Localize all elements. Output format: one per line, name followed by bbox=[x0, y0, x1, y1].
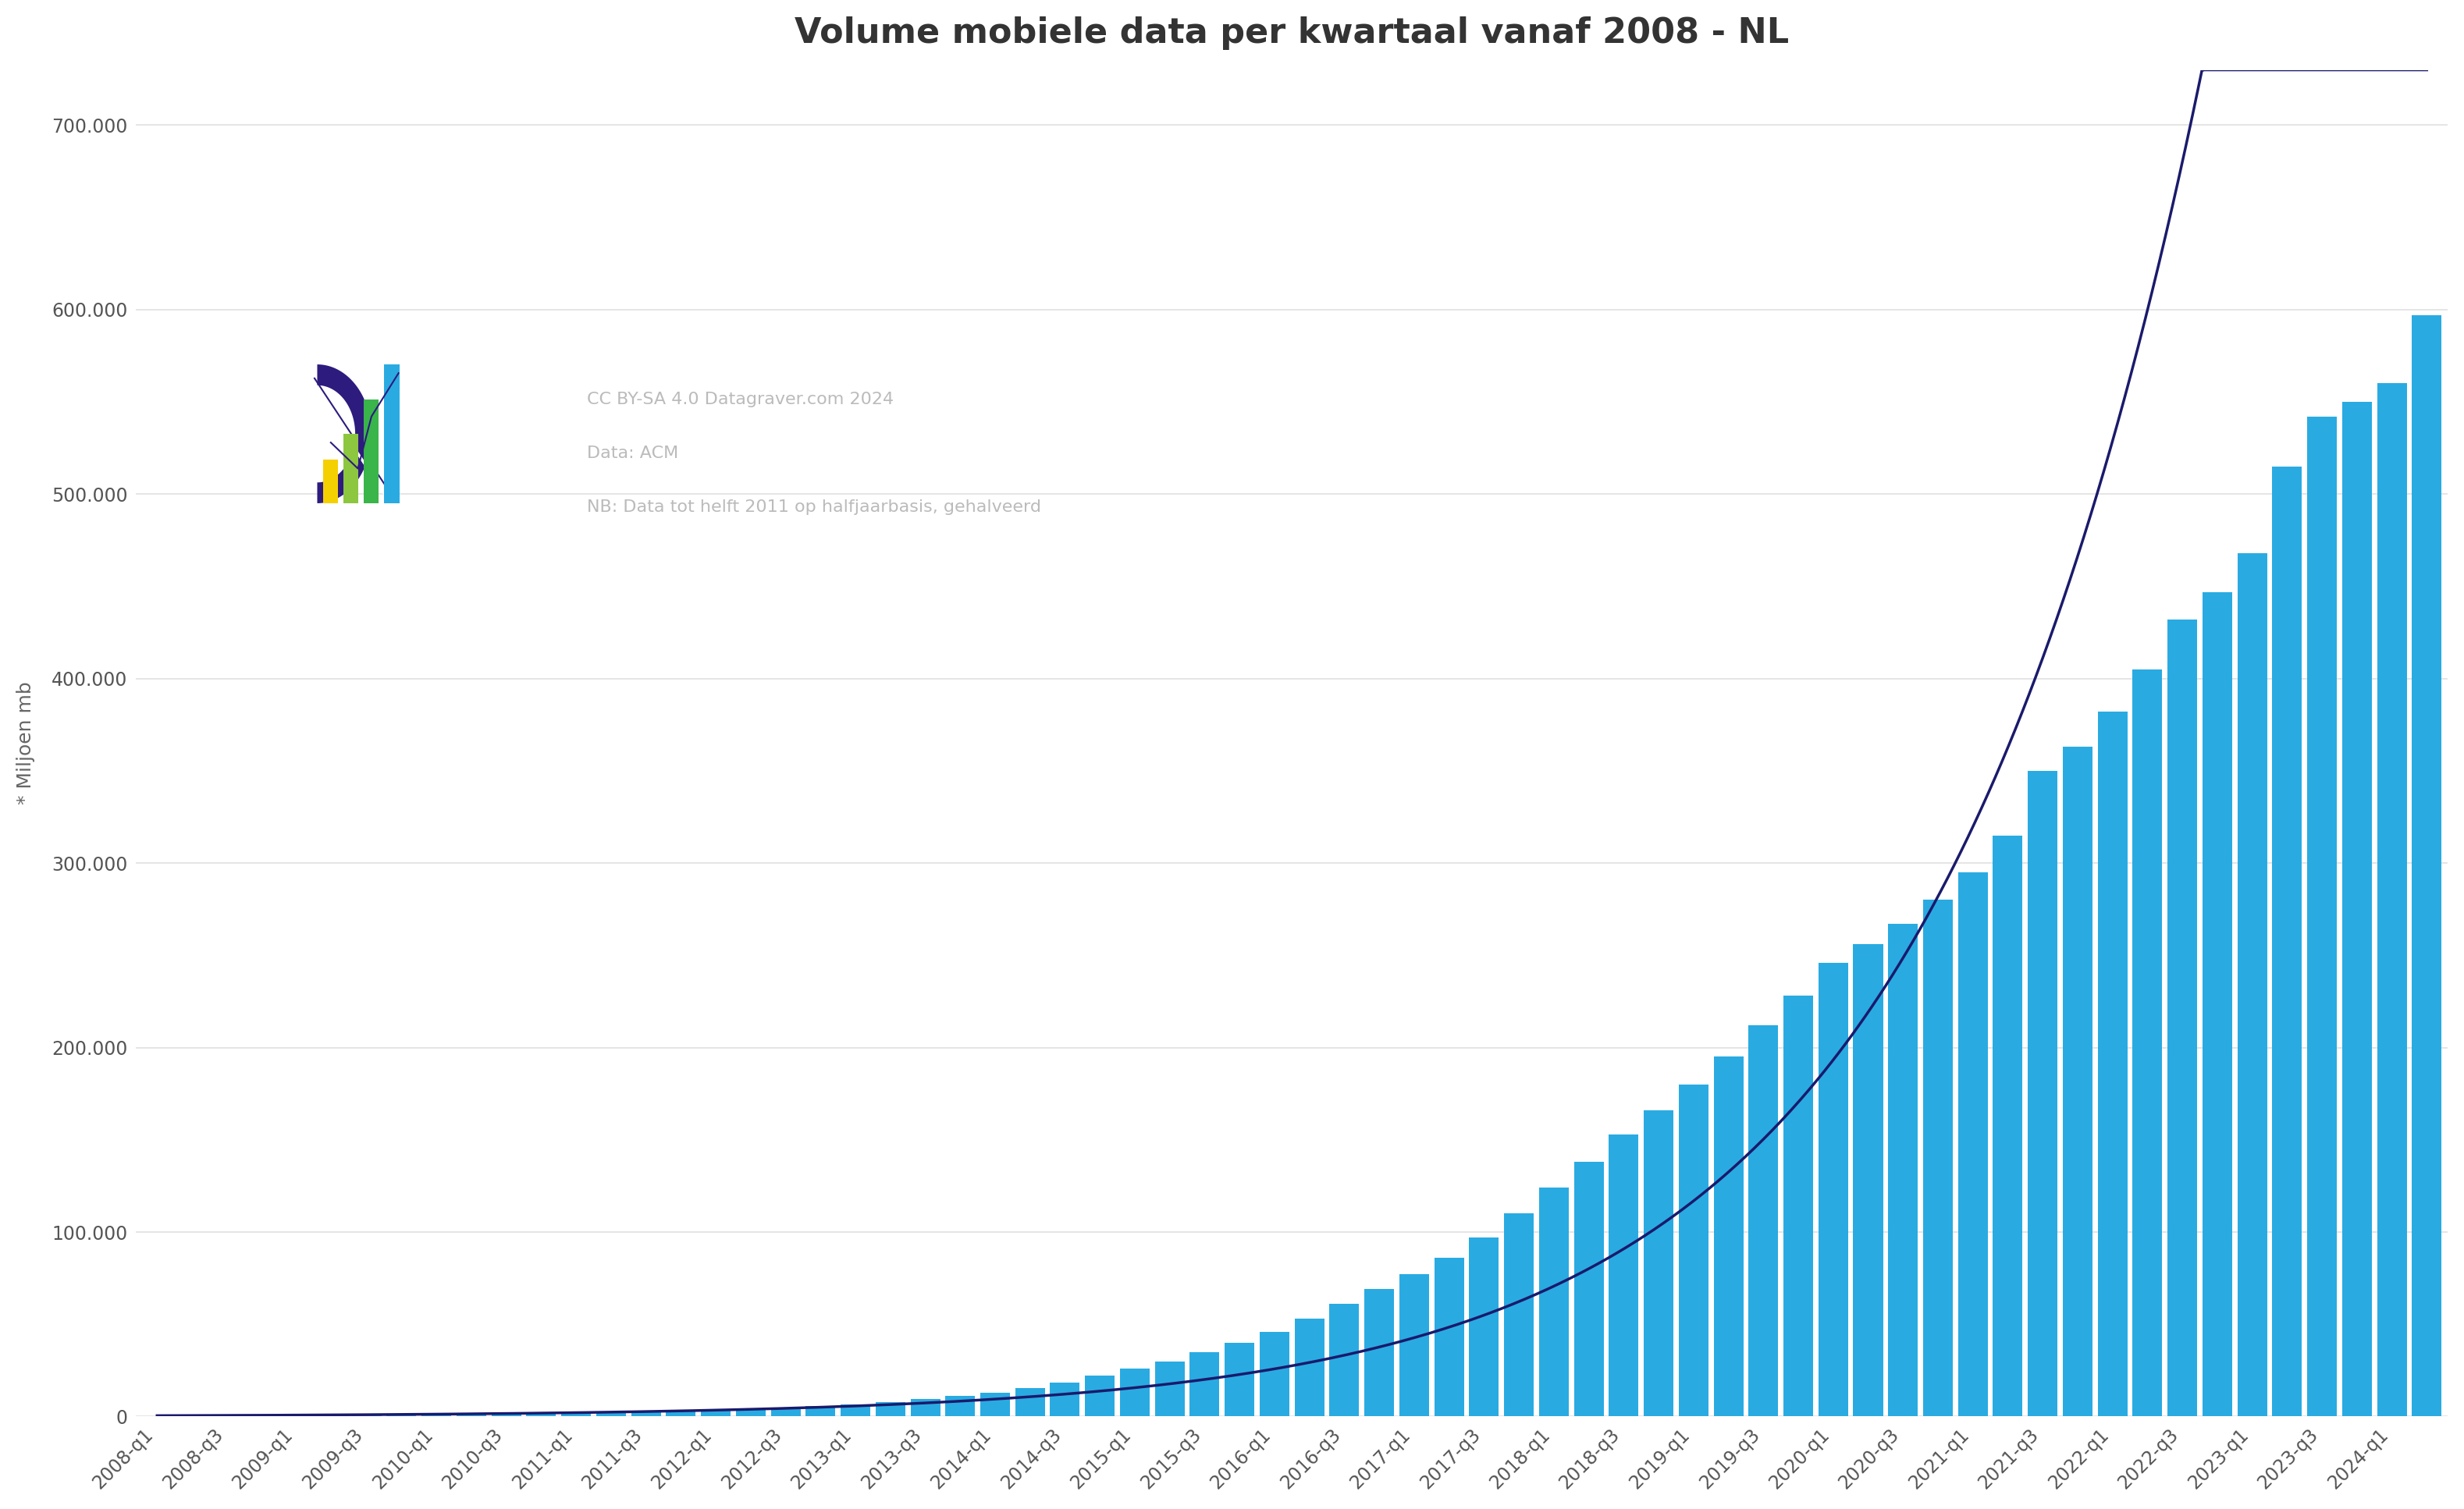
Bar bbox=[2134, 670, 2163, 1417]
Bar bbox=[456, 1414, 485, 1417]
Bar bbox=[1749, 1026, 1779, 1417]
Bar bbox=[1190, 1352, 1220, 1417]
Bar bbox=[384, 364, 399, 504]
Polygon shape bbox=[318, 364, 372, 504]
Bar bbox=[946, 1396, 976, 1417]
Bar bbox=[2378, 383, 2407, 1417]
Bar bbox=[700, 1411, 732, 1417]
Bar bbox=[1225, 1343, 1254, 1417]
Bar bbox=[1365, 1289, 1395, 1417]
Bar bbox=[1712, 1056, 1742, 1417]
Bar bbox=[1434, 1259, 1464, 1417]
Bar bbox=[342, 435, 360, 504]
Bar bbox=[2272, 466, 2301, 1417]
Bar bbox=[1540, 1188, 1570, 1417]
Bar bbox=[1678, 1085, 1708, 1417]
Text: NB: Data tot helft 2011 op halfjaarbasis, gehalveerd: NB: Data tot helft 2011 op halfjaarbasis… bbox=[586, 499, 1042, 516]
Bar bbox=[840, 1405, 870, 1417]
Bar bbox=[1469, 1237, 1498, 1417]
Bar bbox=[1400, 1275, 1429, 1417]
Bar bbox=[1959, 872, 1988, 1417]
Bar bbox=[527, 1414, 557, 1417]
Bar bbox=[323, 460, 338, 504]
Bar bbox=[2097, 712, 2126, 1417]
Bar bbox=[1156, 1361, 1185, 1417]
Bar bbox=[1887, 924, 1917, 1417]
Bar bbox=[490, 1414, 520, 1417]
Bar bbox=[1121, 1369, 1151, 1417]
Bar bbox=[1015, 1388, 1045, 1417]
Text: CC BY-SA 4.0 Datagraver.com 2024: CC BY-SA 4.0 Datagraver.com 2024 bbox=[586, 392, 894, 407]
Bar bbox=[1993, 836, 2023, 1417]
Bar bbox=[562, 1414, 591, 1417]
Bar bbox=[665, 1411, 695, 1417]
Bar bbox=[1643, 1111, 1673, 1417]
Bar bbox=[631, 1412, 660, 1417]
Bar bbox=[1503, 1213, 1533, 1417]
Bar bbox=[1294, 1319, 1323, 1417]
Y-axis label: * Miljoen mb: * Miljoen mb bbox=[17, 682, 34, 804]
Bar bbox=[1609, 1135, 1639, 1417]
Bar bbox=[1853, 945, 1882, 1417]
Bar bbox=[421, 1415, 451, 1417]
Bar bbox=[596, 1412, 626, 1417]
Bar bbox=[2028, 771, 2057, 1417]
Title: Volume mobiele data per kwartaal vanaf 2008 - NL: Volume mobiele data per kwartaal vanaf 2… bbox=[796, 17, 1789, 50]
Bar bbox=[909, 1399, 941, 1417]
Bar bbox=[1574, 1162, 1604, 1417]
Bar bbox=[1331, 1304, 1360, 1417]
Bar bbox=[365, 398, 379, 504]
Bar bbox=[1922, 899, 1954, 1417]
Bar bbox=[771, 1408, 801, 1417]
Bar bbox=[737, 1409, 766, 1417]
Bar bbox=[2062, 747, 2092, 1417]
Bar bbox=[1818, 963, 1848, 1417]
Bar bbox=[1050, 1382, 1079, 1417]
Bar bbox=[1784, 996, 1814, 1417]
Bar bbox=[875, 1402, 904, 1417]
Bar bbox=[806, 1406, 835, 1417]
Bar bbox=[1259, 1331, 1289, 1417]
Bar bbox=[1084, 1376, 1114, 1417]
Text: Data: ACM: Data: ACM bbox=[586, 445, 678, 462]
Bar bbox=[2343, 401, 2373, 1417]
Bar bbox=[2306, 416, 2336, 1417]
Bar bbox=[2203, 592, 2232, 1417]
Bar bbox=[2168, 620, 2198, 1417]
Bar bbox=[2237, 554, 2267, 1417]
Bar bbox=[981, 1393, 1010, 1417]
Bar bbox=[2412, 315, 2442, 1417]
